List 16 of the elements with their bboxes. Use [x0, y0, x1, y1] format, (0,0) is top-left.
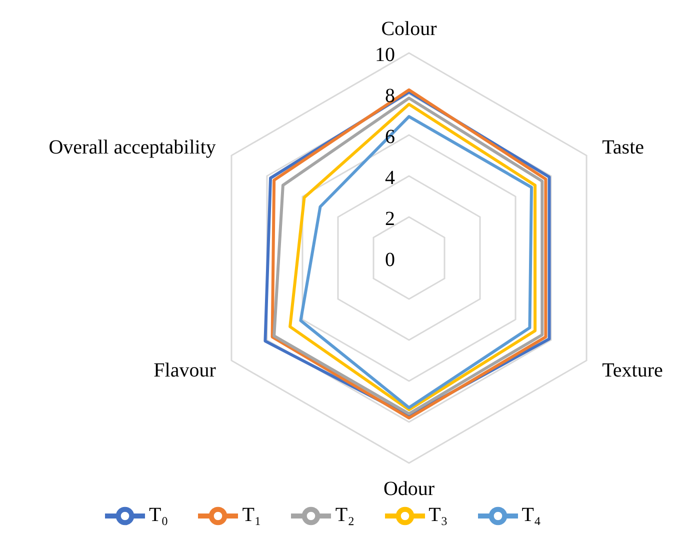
y-tick-label: 2 — [385, 208, 395, 230]
y-tick-label: 10 — [375, 44, 395, 66]
spoke-label: Colour — [381, 18, 438, 40]
spoke-label: Odour — [383, 478, 435, 500]
y-tick-label: 4 — [385, 167, 395, 189]
y-tick-label: 8 — [385, 85, 395, 107]
spoke-label: Flavour — [154, 360, 216, 382]
spoke-label: Texture — [602, 360, 664, 382]
y-tick-label: 0 — [385, 249, 395, 271]
legend-label: T₁ — [242, 504, 262, 526]
spoke-label: Taste — [602, 136, 644, 159]
spoke-label: Overall acceptability — [48, 136, 216, 159]
legend-label: T₀ — [148, 504, 168, 526]
legend-label: T₄ — [522, 504, 541, 526]
legend-label: T₂ — [335, 504, 355, 526]
legend-label: T₃ — [428, 504, 448, 526]
